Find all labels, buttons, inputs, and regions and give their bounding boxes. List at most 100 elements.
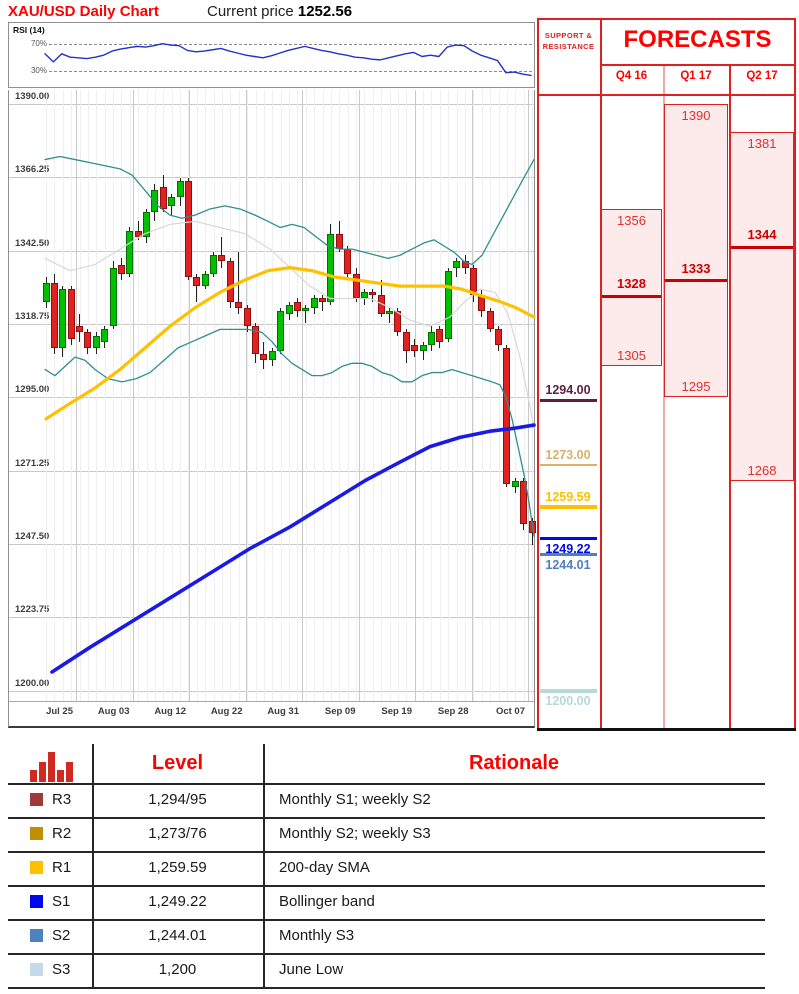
- panel-border-horizontal: [537, 18, 795, 20]
- rationale-cell: 200-day SMA: [279, 859, 370, 876]
- x-gridline: [76, 90, 77, 701]
- table-header-level: Level: [151, 752, 204, 774]
- table-row: S3 1,200 June Low: [8, 953, 765, 987]
- candle-down: [402, 332, 410, 351]
- table-row-divider: [8, 919, 765, 921]
- sr-level-value: 1259.59: [545, 489, 591, 504]
- forecast-low-value: 1295: [681, 379, 711, 395]
- level-key-label: R1: [52, 859, 72, 876]
- panel-bottom-border: [537, 728, 796, 731]
- candle-down: [243, 307, 251, 327]
- candle-down: [469, 267, 477, 296]
- minor-vgridline: [272, 90, 274, 701]
- minor-vgridline: [515, 90, 517, 701]
- minor-vgridline: [121, 90, 123, 701]
- price-chart-panel: 1390.00 1366.25 1342.50 1318.75 1295.00 1271.…: [8, 90, 536, 728]
- candle-down: [352, 273, 360, 299]
- table-row: S1 1,249.22 Bollinger band: [8, 885, 765, 919]
- candle-down: [293, 301, 301, 311]
- candle-up: [302, 307, 310, 311]
- rsi-30-label: 30%: [30, 66, 47, 75]
- sr-level-line: [540, 463, 597, 467]
- minor-vgridline: [465, 90, 466, 701]
- minor-vgridline: [490, 90, 492, 701]
- candle-down: [159, 187, 167, 209]
- minor-vgridline: [297, 90, 299, 701]
- candle-up: [151, 190, 159, 213]
- minor-vgridline: [339, 90, 341, 701]
- candle-up: [201, 273, 209, 287]
- minor-vgridline: [498, 90, 500, 701]
- sr-level-line: [540, 688, 597, 693]
- candle-down: [520, 480, 528, 524]
- minor-vgridline: [213, 90, 215, 701]
- minor-vgridline: [431, 90, 433, 701]
- level-key-label: R2: [52, 825, 72, 842]
- current-price-value: 1252.56: [297, 3, 353, 20]
- candle-up: [285, 304, 293, 314]
- x-gridline: [415, 90, 416, 701]
- x-gridline: [358, 90, 360, 701]
- candle-up: [453, 261, 461, 268]
- table-row: R3 1,294/95 Monthly S1; weekly S2: [8, 783, 765, 817]
- minor-vgridline: [364, 90, 366, 701]
- level-color-swatch: [30, 963, 43, 976]
- x-gridline: [528, 90, 529, 701]
- table-row-divider: [8, 817, 765, 819]
- table-row-divider: [8, 851, 765, 853]
- candle-up: [444, 270, 452, 339]
- minor-vgridline: [523, 90, 525, 701]
- minor-vgridline: [305, 90, 307, 701]
- current-price-text: Current price: [207, 3, 294, 20]
- x-gridline: [302, 90, 303, 701]
- minor-vgridline: [473, 90, 475, 701]
- candle-down: [117, 264, 125, 274]
- forecast-mid-value: 1344: [747, 227, 777, 242]
- minor-vgridline: [347, 90, 349, 701]
- candle-down: [369, 292, 377, 296]
- table-row: S2 1,244.01 Monthly S3: [8, 919, 765, 953]
- minor-vgridline: [96, 90, 98, 701]
- bar-chart-icon: [30, 750, 73, 782]
- minor-vgridline: [238, 90, 240, 701]
- rationale-cell: Monthly S3: [279, 927, 355, 944]
- candle-up: [277, 310, 285, 351]
- level-key-cell: S3: [30, 961, 70, 978]
- candle-down: [394, 310, 402, 333]
- y-gridline: [9, 690, 534, 692]
- x-axis-tick-label: Aug 31: [267, 706, 299, 717]
- minor-vgridline: [87, 90, 89, 701]
- panel-border-vertical: [537, 18, 539, 729]
- candle-up: [101, 329, 109, 342]
- minor-vgridline: [280, 90, 282, 701]
- panel-border-horizontal: [537, 94, 795, 96]
- forecast-low-value: 1268: [747, 462, 777, 478]
- x-gridline: [471, 90, 473, 701]
- minor-vgridline: [221, 90, 223, 701]
- candle-up: [268, 350, 276, 361]
- y-axis-tick-label: 1223.75: [13, 604, 52, 616]
- sr-level-value: 1200.00: [545, 693, 591, 708]
- candle-up: [210, 255, 218, 274]
- bar-chart-icon-bar: [39, 762, 46, 782]
- candle-down: [260, 354, 268, 361]
- level-key-label: S1: [52, 893, 71, 910]
- candle-wick: [221, 236, 223, 268]
- candle-up: [143, 212, 151, 237]
- forecast-mid-value: 1333: [681, 260, 711, 276]
- candle-up: [386, 310, 394, 314]
- candle-wick: [372, 289, 374, 302]
- candle-up: [511, 480, 519, 487]
- sr-level-line: [540, 553, 597, 556]
- y-axis-tick-label: 1366.25: [13, 164, 52, 176]
- level-color-swatch: [30, 827, 43, 840]
- forecast-quarter-label-q217: Q2 17: [746, 70, 778, 82]
- minor-vgridline: [356, 90, 358, 701]
- forecast-low-value: 1305: [617, 348, 646, 364]
- candle-up: [427, 332, 435, 345]
- forecast-box-q117: 1390 1295 1333: [664, 104, 728, 398]
- panel-border-vertical: [600, 18, 602, 729]
- level-value-cell: 1,294/95: [148, 791, 207, 808]
- sr-level-value: 1244.01: [545, 557, 591, 572]
